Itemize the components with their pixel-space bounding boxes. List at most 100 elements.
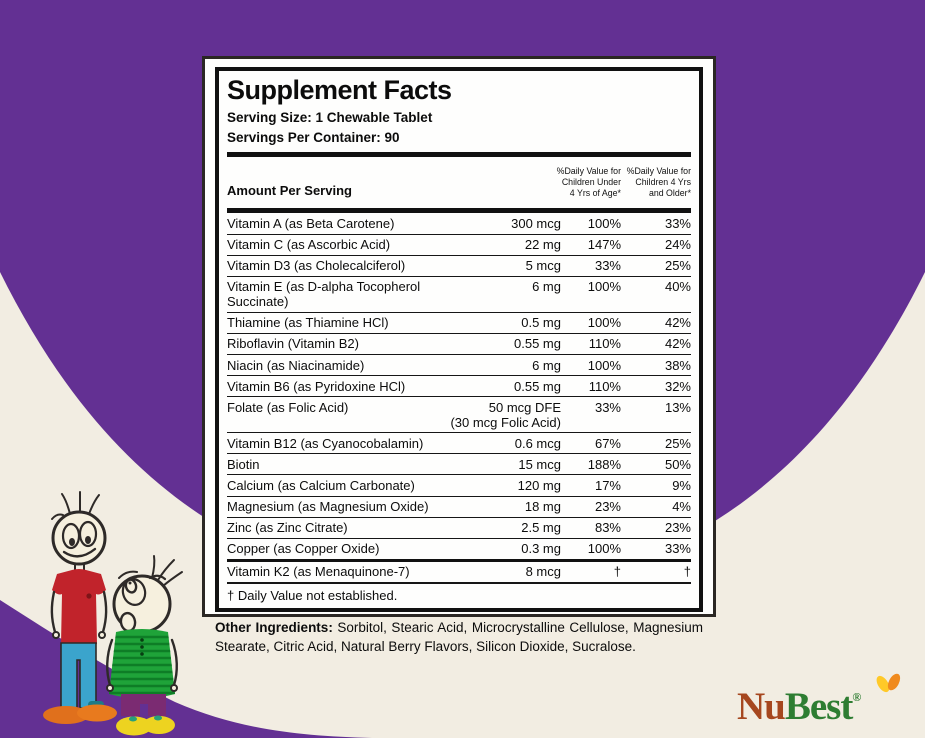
nutrient-dv-over4: 24%: [664, 237, 691, 253]
nutrient-row: Folate (as Folic Acid) 50 mcg DFE (30 mcg…: [227, 396, 691, 432]
children-illustration: [43, 491, 183, 736]
nutrient-row: Vitamin K2 (as Menaquinone-7) 8 mcg † †: [227, 562, 691, 582]
nutrient-name: Folate (as Folic Acid): [227, 399, 349, 415]
nutrient-dv-over4: 42%: [664, 336, 691, 352]
nutrient-name: Riboflavin (Vitamin B2): [227, 336, 359, 352]
nutrient-amount: 6 mg: [532, 357, 561, 373]
servings-per-container: Servings Per Container: 90: [227, 129, 400, 145]
nutrient-dv-under4: 33%: [594, 399, 621, 415]
nutrient-dv-under4: 100%: [587, 279, 621, 295]
nutrient-dv-under4: 100%: [587, 315, 621, 331]
other-ingredients-text: Sorbitol, Stearic Acid, Microcrystalline…: [215, 619, 703, 654]
nutrient-row: Biotin 15 mcg 188% 50%: [227, 453, 691, 474]
nutrient-dv-over4: †: [683, 564, 691, 580]
nutrient-amount: 0.55 mg: [514, 378, 561, 394]
logo-text-best: Best: [784, 685, 853, 728]
nutrient-name: Thiamine (as Thiamine HCl): [227, 315, 389, 331]
short-kid-shoe: [116, 716, 152, 736]
dv-footnote: † Daily Value not established.: [227, 581, 691, 608]
supplement-facts-panel: Supplement Facts Serving Size: 1 Chewabl…: [202, 56, 716, 654]
nutrient-dv-under4: 83%: [594, 520, 621, 536]
nutrient-name: Zinc (as Zinc Citrate): [227, 520, 348, 536]
nutrient-name: Biotin: [227, 456, 260, 472]
nutrient-amount: 22 mg: [524, 237, 561, 253]
nutrient-row: Vitamin C (as Ascorbic Acid) 22 mg 147% …: [227, 233, 691, 255]
nutrient-name: Vitamin C (as Ascorbic Acid): [227, 237, 391, 253]
nutrient-row: Vitamin B6 (as Pyridoxine HCl) 0.55 mg 1…: [227, 375, 691, 396]
nutrient-dv-under4: 23%: [594, 499, 621, 515]
serving-size: Serving Size: 1 Chewable Tablet: [227, 110, 433, 126]
tall-kid-shoe: [43, 706, 89, 724]
nutrient-row: Vitamin A (as Beta Carotene) 300 mcg 100…: [227, 213, 691, 233]
nutrient-dv-over4: 9%: [672, 477, 691, 493]
nutrient-dv-over4: 13%: [664, 399, 691, 415]
other-ingredients: Other Ingredients: Sorbitol, Stearic Aci…: [215, 619, 703, 656]
nubest-logo: NuBest®: [737, 673, 912, 732]
nutrient-row: Magnesium (as Magnesium Oxide) 18 mg 23%…: [227, 495, 691, 517]
nutrient-row: Thiamine (as Thiamine HCl) 0.5 mg 100% 4…: [227, 311, 691, 333]
nutrient-name: Vitamin K2 (as Menaquinone-7): [227, 564, 410, 580]
tall-kid-shoe: [77, 704, 117, 722]
other-ingredients-label: Other Ingredients:: [215, 619, 333, 635]
nutrient-row: Calcium (as Calcium Carbonate) 120 mg 17…: [227, 474, 691, 495]
nutrient-dv-over4: 4%: [672, 499, 691, 515]
nutrient-amount: 15 mcg: [518, 456, 561, 472]
amount-per-serving-header: Amount Per Serving: [227, 183, 352, 199]
nutrient-dv-over4: 25%: [664, 435, 691, 451]
nutrient-dv-under4: 188%: [587, 456, 621, 472]
nutrient-row: Vitamin B12 (as Cyanocobalamin) 0.6 mcg …: [227, 432, 691, 453]
nutrient-name: Vitamin B12 (as Cyanocobalamin): [227, 435, 424, 451]
nutrient-row: Riboflavin (Vitamin B2) 0.55 mg 110% 42%: [227, 332, 691, 354]
nutrient-name: Magnesium (as Magnesium Oxide): [227, 499, 429, 515]
nutrient-dv-over4: 25%: [664, 258, 691, 274]
short-kid-pants: [121, 694, 166, 716]
nutrient-dv-over4: 32%: [664, 378, 691, 394]
nutrient-dv-under4: †: [613, 564, 621, 580]
nutrient-name: Copper (as Copper Oxide): [227, 541, 380, 557]
nutrient-dv-over4: 33%: [664, 215, 691, 231]
nutrient-dv-over4: 38%: [664, 357, 691, 373]
nutrient-row: Niacin (as Niacinamide) 6 mg 100% 38%: [227, 354, 691, 375]
nutrient-amount: 120 mg: [517, 477, 561, 493]
nutrient-amount: 5 mcg: [525, 258, 561, 274]
nutrient-name: Vitamin A (as Beta Carotene): [227, 215, 395, 231]
nutrient-amount: 0.5 mg: [521, 315, 561, 331]
nutrient-amount: 18 mg: [524, 499, 561, 515]
nutrient-dv-under4: 100%: [587, 541, 621, 557]
nutrient-amount: 300 mcg: [511, 215, 561, 231]
nutrient-dv-over4: 50%: [664, 456, 691, 472]
nutrient-dv-over4: 23%: [664, 520, 691, 536]
nutrient-dv-under4: 100%: [587, 357, 621, 373]
nutrient-amount: 0.55 mg: [514, 336, 561, 352]
nutrient-name: Niacin (as Niacinamide): [227, 357, 365, 373]
nutrient-amount: 0.3 mg: [521, 541, 561, 557]
nutrient-dv-under4: 67%: [594, 435, 621, 451]
supplement-facts-inner-box: Supplement Facts Serving Size: 1 Chewabl…: [215, 67, 703, 612]
nutrient-row: Zinc (as Zinc Citrate) 2.5 mg 83% 23%: [227, 516, 691, 538]
divider-thick: [227, 152, 691, 158]
nutrient-amount: 0.6 mcg: [514, 435, 561, 451]
nutrient-name: Vitamin B6 (as Pyridoxine HCl): [227, 378, 406, 394]
nutrient-name: Vitamin D3 (as Cholecalciferol): [227, 258, 406, 274]
tall-kid-pants: [60, 642, 97, 709]
leaf-sprout-icon: [876, 673, 901, 693]
nutrient-dv-under4: 110%: [588, 378, 621, 394]
nutrient-dv-under4: 147%: [587, 237, 621, 253]
nutrient-row: Vitamin D3 (as Cholecalciferol) 5 mcg 33…: [227, 254, 691, 276]
nutrient-amount: 8 mcg: [525, 564, 561, 580]
registered-mark: ®: [852, 690, 862, 704]
nutrient-row: Vitamin E (as D-alpha Tocopherol Succina…: [227, 275, 691, 312]
nutrient-dv-under4: 100%: [587, 215, 621, 231]
nutrient-dv-over4: 33%: [664, 541, 691, 557]
nutrient-amount: 50 mcg DFE (30 mcg Folic Acid): [450, 399, 561, 430]
dv-header-over4: %Daily Value for Children 4 Yrs and Olde…: [626, 165, 691, 199]
nutrient-row: Copper (as Copper Oxide) 0.3 mg 100% 33%: [227, 537, 691, 562]
nutrient-amount: 2.5 mg: [521, 520, 561, 536]
nutrient-dv-under4: 17%: [594, 477, 621, 493]
nutrient-dv-under4: 33%: [594, 258, 621, 274]
panel-title: Supplement Facts: [227, 75, 452, 105]
nutrient-dv-over4: 40%: [664, 279, 691, 295]
nutrient-dv-under4: 110%: [588, 336, 621, 352]
nutrient-amount: 6 mg: [532, 279, 561, 295]
